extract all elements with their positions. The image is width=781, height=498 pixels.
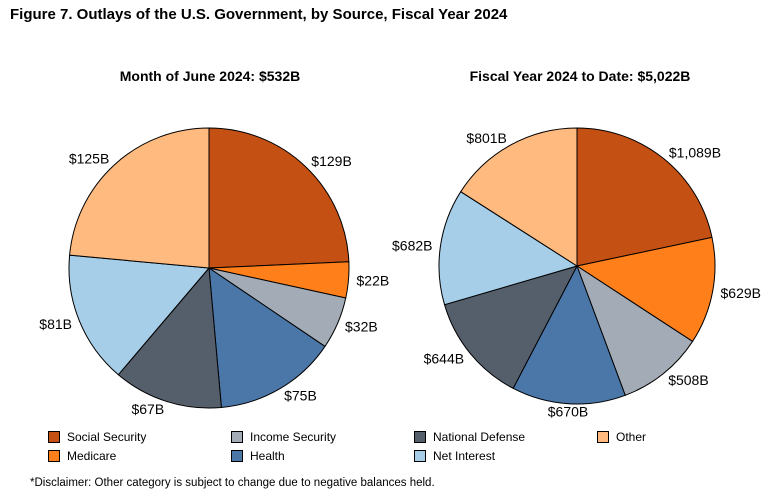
- legend-label-national-defense: National Defense: [433, 430, 526, 444]
- chart-title-june: Month of June 2024: $532B: [119, 68, 301, 84]
- fy-label-other: $801B: [466, 130, 506, 146]
- legend-swatch-other: [597, 431, 609, 443]
- legend-item-net-interest: Net Interest: [414, 449, 495, 463]
- fy-slice-net-interest: [438, 190, 579, 306]
- figure-title: Figure 7. Outlays of the U.S. Government…: [10, 6, 508, 23]
- fy-slice-medicare: [575, 236, 716, 343]
- legend: Social Security Medicare Income Security…: [48, 430, 768, 470]
- legend-swatch-net-interest: [414, 450, 426, 462]
- fy-slice-social-security: [576, 127, 713, 267]
- legend-item-other: Other: [597, 430, 646, 444]
- fy-label-health: $670B: [548, 404, 588, 420]
- june-label-social-security: $129B: [311, 153, 351, 169]
- fy-label-income-security: $508B: [668, 372, 708, 388]
- june-label-health: $75B: [284, 388, 317, 404]
- legend-item-medicare: Medicare: [48, 449, 116, 463]
- june-label-income-security: $32B: [345, 318, 378, 334]
- fy-label-net-interest: $682B: [392, 237, 432, 253]
- june-label-medicare: $22B: [357, 273, 390, 289]
- legend-label-health: Health: [250, 449, 285, 463]
- legend-item-income-security: Income Security: [231, 430, 336, 444]
- legend-item-national-defense: National Defense: [414, 430, 525, 444]
- june-slice-social-security: [208, 127, 350, 269]
- pie-svg-june: $129B $22B $32B $75B $67B $81B $125B: [39, 127, 390, 417]
- june-label-other: $125B: [69, 151, 109, 167]
- chart-title-fy: Fiscal Year 2024 to Date: $5,022B: [469, 68, 691, 84]
- legend-swatch-income-security: [231, 431, 243, 443]
- legend-label-medicare: Medicare: [67, 449, 117, 463]
- pie-chart-fy-2024: Fiscal Year 2024 to Date: $5,022B $1,089…: [390, 60, 770, 425]
- legend-swatch-health: [231, 450, 243, 462]
- june-label-national-defense: $67B: [131, 401, 164, 417]
- legend-label-income-security: Income Security: [250, 430, 337, 444]
- june-slice-other: [69, 127, 210, 269]
- june-label-net-interest: $81B: [39, 316, 72, 332]
- fy-label-social-security: $1,089B: [669, 145, 721, 161]
- legend-item-social-security: Social Security: [48, 430, 146, 444]
- june-slice-health: [208, 266, 326, 408]
- june-slice-net-interest: [68, 254, 211, 376]
- legend-swatch-social-security: [48, 431, 60, 443]
- legend-label-social-security: Social Security: [67, 430, 147, 444]
- legend-item-health: Health: [231, 449, 285, 463]
- fy-slice-national-defense: [443, 265, 578, 390]
- june-slice-national-defense: [117, 266, 222, 409]
- disclaimer: *Disclaimer: Other category is subject t…: [30, 477, 435, 489]
- legend-label-other: Other: [616, 430, 647, 444]
- legend-label-net-interest: Net Interest: [433, 449, 496, 463]
- fy-slice-income-security: [576, 264, 694, 396]
- pie-svg-fy: $1,089B $629B $508B $670B $644B $682B $801B: [392, 127, 761, 420]
- pie-chart-june-2024: Month of June 2024: $532B $129B $22B $32B $…: [20, 60, 400, 425]
- fy-slice-other: [460, 127, 578, 267]
- fy-label-medicare: $629B: [721, 285, 761, 301]
- legend-swatch-national-defense: [414, 431, 426, 443]
- fy-label-national-defense: $644B: [424, 351, 464, 367]
- legend-swatch-medicare: [48, 450, 60, 462]
- fy-slice-health: [512, 264, 626, 405]
